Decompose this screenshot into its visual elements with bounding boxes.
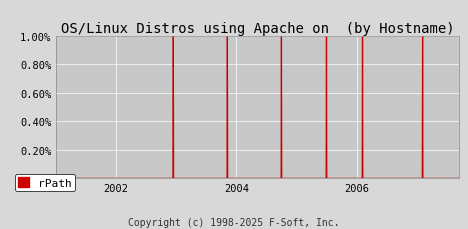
Text: Copyright (c) 1998-2025 F-Soft, Inc.: Copyright (c) 1998-2025 F-Soft, Inc. bbox=[128, 217, 340, 227]
Legend: rPath: rPath bbox=[15, 174, 75, 191]
Title: OS/Linux Distros using Apache on  (by Hostname): OS/Linux Distros using Apache on (by Hos… bbox=[60, 22, 454, 35]
